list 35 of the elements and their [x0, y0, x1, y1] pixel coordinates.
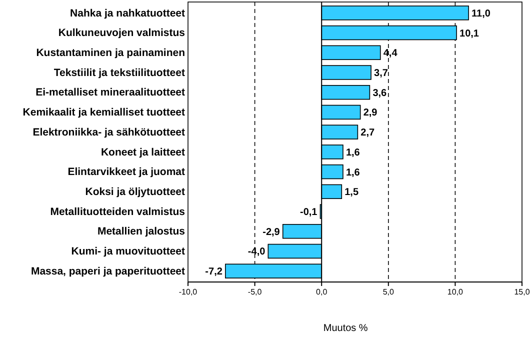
data-label: -2,9: [262, 226, 280, 238]
y-tick-label: Elektroniikka- ja sähkötuotteet: [32, 126, 186, 138]
y-tick-label: Metallien jalostus: [97, 226, 186, 238]
x-tick-label: -5,0: [248, 288, 262, 297]
data-label: 2,9: [363, 108, 378, 119]
y-tick-label: Nahka ja nahkatuotteet: [70, 7, 186, 20]
data-label: 11,0: [472, 8, 491, 20]
data-label: 4,4: [383, 48, 398, 60]
x-tick-label: 10,0: [447, 288, 464, 297]
x-tick-label: -10,0: [178, 288, 198, 297]
y-tick-label: Tekstiilit ja tekstiilituotteet: [54, 66, 186, 79]
x-tick-label: 15,0: [514, 288, 530, 297]
data-label: 10,1: [460, 28, 480, 40]
y-tick-label: Kustantaminen ja painaminen: [36, 47, 185, 59]
data-label: 2,7: [360, 128, 376, 139]
data-label: 1,6: [346, 167, 360, 178]
y-tick-label: Kumi- ja muovituotteet: [71, 246, 186, 258]
y-tick-label: Massa, paperi ja paperituotteet: [30, 265, 186, 278]
y-tick-label: Koneet ja laitteet: [100, 146, 186, 158]
y-tick-label: Kemikaalit ja kemialliset tuotteet: [22, 106, 186, 119]
data-label: 1,5: [344, 187, 359, 198]
y-tick-label: Kulkuneuvojen valmistus: [58, 27, 186, 40]
y-tick-label: Metallituotteiden valmistus: [50, 206, 186, 218]
x-tick-label: 5,0: [382, 288, 395, 297]
y-tick-label: Koksi ja öljytuotteet: [85, 186, 186, 198]
data-label: -4,0: [248, 246, 266, 258]
y-tick-label: Ei-metalliset mineraalituotteet: [36, 86, 186, 99]
y-tick-label: Elintarvikkeet ja juomat: [68, 166, 186, 178]
data-label: 3,7: [374, 68, 388, 79]
data-label: 1,6: [346, 147, 360, 158]
x-tick-label: 0,0: [316, 288, 328, 297]
data-label: -7,2: [205, 266, 223, 278]
x-axis-title: Muutos %: [323, 323, 368, 334]
data-label: -0,1: [300, 207, 318, 218]
data-label: 3,6: [372, 88, 388, 99]
